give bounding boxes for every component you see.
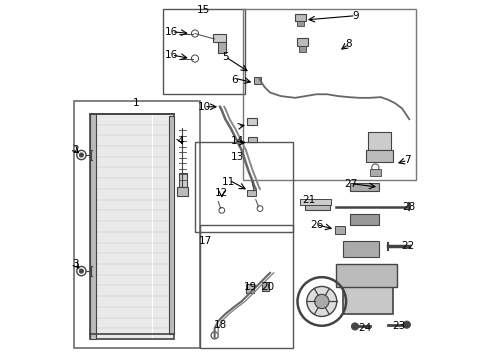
Text: 15: 15 (197, 5, 211, 15)
Bar (300, 199, 331, 205)
Bar (335, 226, 345, 234)
Text: 2: 2 (72, 145, 78, 155)
Text: 8: 8 (345, 39, 352, 49)
Text: 12: 12 (215, 188, 228, 198)
Bar (90, 114, 173, 339)
Bar (243, 9, 416, 180)
Bar (254, 77, 262, 84)
Text: 28: 28 (403, 202, 416, 212)
Text: 19: 19 (244, 282, 257, 292)
Circle shape (403, 321, 411, 328)
Text: 1: 1 (133, 98, 139, 108)
Bar (343, 241, 379, 257)
Bar (343, 275, 393, 314)
Bar (179, 173, 187, 187)
Bar (368, 132, 392, 150)
Text: 16: 16 (165, 27, 178, 37)
Text: 9: 9 (352, 11, 359, 21)
Bar (367, 150, 393, 162)
Bar (297, 38, 308, 46)
Text: 20: 20 (262, 282, 275, 292)
Text: 24: 24 (358, 323, 371, 333)
Text: 18: 18 (213, 320, 226, 330)
Text: 10: 10 (197, 102, 211, 112)
Circle shape (79, 269, 83, 273)
Text: 4: 4 (177, 136, 184, 146)
Bar (74, 102, 200, 348)
Bar (336, 264, 397, 287)
Bar (350, 183, 379, 191)
Bar (298, 46, 306, 53)
Text: 25: 25 (310, 298, 323, 308)
Bar (370, 169, 381, 176)
Text: 13: 13 (231, 152, 245, 162)
Circle shape (307, 287, 337, 316)
Bar (245, 284, 253, 293)
Text: 3: 3 (72, 259, 78, 269)
Text: 14: 14 (231, 136, 245, 146)
Text: 5: 5 (222, 52, 229, 62)
Bar (195, 143, 293, 232)
Text: 27: 27 (344, 179, 357, 189)
Circle shape (351, 323, 359, 330)
Bar (218, 42, 226, 53)
Bar (248, 137, 257, 143)
Bar (90, 114, 96, 339)
Bar (247, 190, 256, 196)
Text: 23: 23 (392, 321, 405, 332)
Text: 6: 6 (231, 75, 238, 85)
Text: 7: 7 (404, 156, 411, 165)
Circle shape (79, 153, 83, 157)
Bar (200, 225, 293, 348)
Bar (297, 21, 304, 26)
Bar (305, 200, 330, 210)
Text: 22: 22 (401, 241, 414, 251)
Bar (262, 282, 270, 291)
Text: 17: 17 (199, 236, 212, 246)
Bar (295, 14, 306, 21)
Text: 26: 26 (310, 220, 323, 230)
Bar (177, 187, 188, 196)
Bar (350, 214, 379, 225)
Bar (213, 33, 226, 42)
Bar (169, 116, 174, 334)
Text: 11: 11 (222, 177, 236, 187)
Text: 16: 16 (165, 50, 178, 60)
Bar (247, 118, 257, 125)
Text: 21: 21 (303, 195, 316, 204)
Circle shape (315, 294, 329, 309)
Bar (163, 9, 245, 94)
